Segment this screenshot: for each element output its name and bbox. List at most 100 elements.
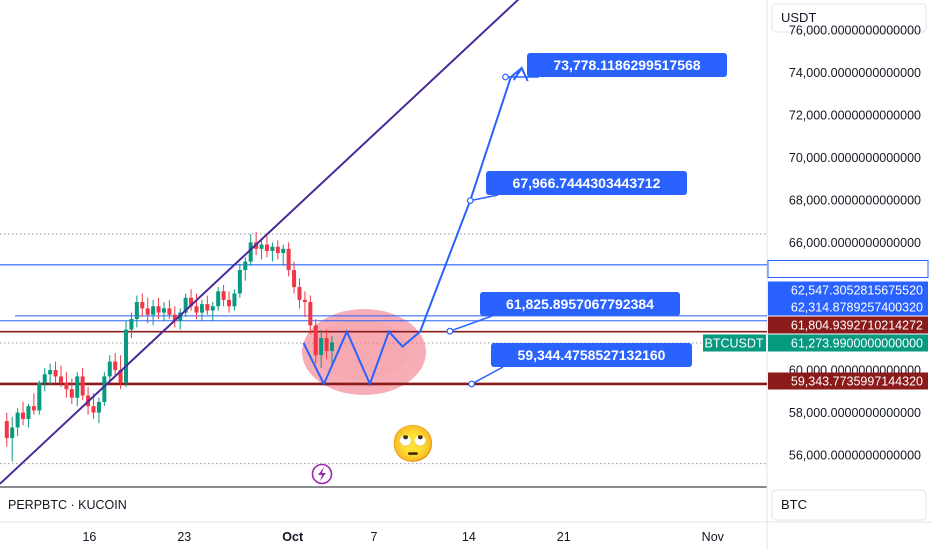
candle-body	[183, 297, 188, 313]
price-tick-label: 76,000.0000000000000	[789, 23, 921, 37]
candle-body	[15, 412, 20, 428]
symbol-tag	[703, 334, 766, 352]
callout-anchor	[502, 73, 509, 81]
price-tag-label: 59,343.7735997144320	[791, 375, 923, 389]
callout-label: 73,778.1186299517568	[553, 57, 700, 73]
scribble-highlight	[302, 309, 426, 395]
candle-body	[308, 301, 313, 326]
candle-body	[302, 299, 307, 302]
symbol-tag-label: BTCUSDT	[704, 337, 763, 351]
candle-body	[205, 304, 210, 311]
time-tick-label: 23	[177, 530, 191, 544]
callout-anchor	[446, 327, 454, 335]
price-unit-box[interactable]	[771, 3, 927, 33]
candles	[4, 231, 335, 462]
scribble-highlight-inner	[312, 320, 408, 380]
candle-body	[145, 308, 150, 315]
time-tick-label: 7	[371, 530, 378, 544]
price-tag	[768, 372, 928, 390]
candle-body	[113, 361, 118, 371]
candle-body	[264, 244, 269, 251]
trendline[interactable]	[0, 0, 554, 485]
price-tick-label: 68,000.0000000000000	[789, 193, 921, 207]
currency-unit-label: BTC	[781, 497, 807, 512]
candle-body	[10, 427, 15, 439]
price-tick-label: 56,000.0000000000000	[789, 449, 921, 463]
projection-polyline[interactable]	[302, 76, 512, 387]
price-tick-label: 58,000.0000000000000	[789, 406, 921, 420]
candle-body	[221, 291, 226, 300]
candle-body	[232, 293, 237, 307]
candle-body	[281, 248, 286, 254]
candle-body	[324, 338, 329, 351]
price-tick-label: 72,000.0000000000000	[789, 108, 921, 122]
candle-body	[21, 412, 26, 419]
candle-body	[237, 270, 242, 294]
time-tick-label: 21	[557, 530, 571, 544]
candle-body	[227, 299, 232, 307]
candle-body	[140, 301, 145, 309]
price-tag-label: 61,804.9392710214272	[791, 319, 923, 333]
candle-body	[124, 329, 129, 383]
candle-body	[156, 306, 161, 313]
price-tag	[767, 260, 929, 278]
price-tick-label: 74,000.0000000000000	[789, 66, 921, 80]
candle-body	[216, 291, 221, 307]
lightning-icon[interactable]	[311, 463, 333, 485]
symbol-label: PERPBTC · KUCOIN	[8, 498, 127, 512]
candle-body	[243, 261, 248, 271]
candle-body	[286, 248, 291, 271]
price-tag-label: 64,948.3886101177088	[792, 263, 923, 277]
callout-anchor	[468, 380, 475, 388]
price-tag	[768, 316, 928, 334]
candle-body	[96, 401, 101, 413]
candle-body	[161, 308, 166, 313]
candle-body	[31, 406, 36, 411]
callout-box	[491, 343, 692, 367]
candle-body	[292, 270, 297, 288]
candle-body	[210, 306, 215, 311]
candle-body	[42, 374, 47, 383]
candle-body	[313, 325, 318, 356]
price-tag	[768, 281, 928, 299]
trendline-line[interactable]	[0, 0, 554, 485]
rolling-eyes-emoji: 🙄	[391, 423, 436, 464]
candle-body	[270, 246, 275, 251]
price-tag	[768, 334, 928, 352]
callouts: 73,778.1186299517568 67,966.7444303443712…	[446, 53, 727, 388]
candle-body	[91, 406, 96, 413]
candle-body	[69, 389, 74, 398]
time-tick-label: 16	[82, 530, 96, 544]
callout-leader	[470, 194, 499, 202]
price-tick-label: 66,000.0000000000000	[789, 236, 921, 250]
callout-label: 67,966.7444303443712	[513, 175, 661, 191]
candle-body	[26, 406, 31, 419]
candle-body	[151, 306, 156, 315]
callout-label: 61,825.8957067792384	[506, 296, 654, 312]
time-axis[interactable]: 16 23 Oct 7 14 21 Nov	[82, 530, 724, 544]
candle-body	[102, 376, 107, 402]
callout-leader	[449, 315, 493, 332]
candle-body	[118, 370, 123, 383]
price-tag	[768, 298, 928, 316]
candle-body	[259, 244, 264, 249]
candle-body	[167, 308, 172, 315]
candle-body	[48, 370, 53, 375]
candle-body	[107, 361, 112, 377]
time-tick-label: Nov	[702, 530, 725, 544]
candle-body	[75, 376, 80, 398]
candle-body	[4, 421, 9, 439]
time-tick-label: Oct	[282, 530, 304, 544]
candle-body	[248, 242, 253, 262]
candle-body	[194, 306, 199, 313]
callout-box	[486, 171, 687, 195]
time-tick-label: 14	[462, 530, 476, 544]
currency-unit-box[interactable]	[771, 489, 927, 521]
callout-leader	[471, 366, 504, 385]
price-tag-label: 61,273.9900000000000	[791, 337, 923, 351]
highlight-zone	[302, 309, 426, 395]
candle-body	[319, 338, 324, 356]
price-unit-label: USDT	[781, 10, 816, 25]
